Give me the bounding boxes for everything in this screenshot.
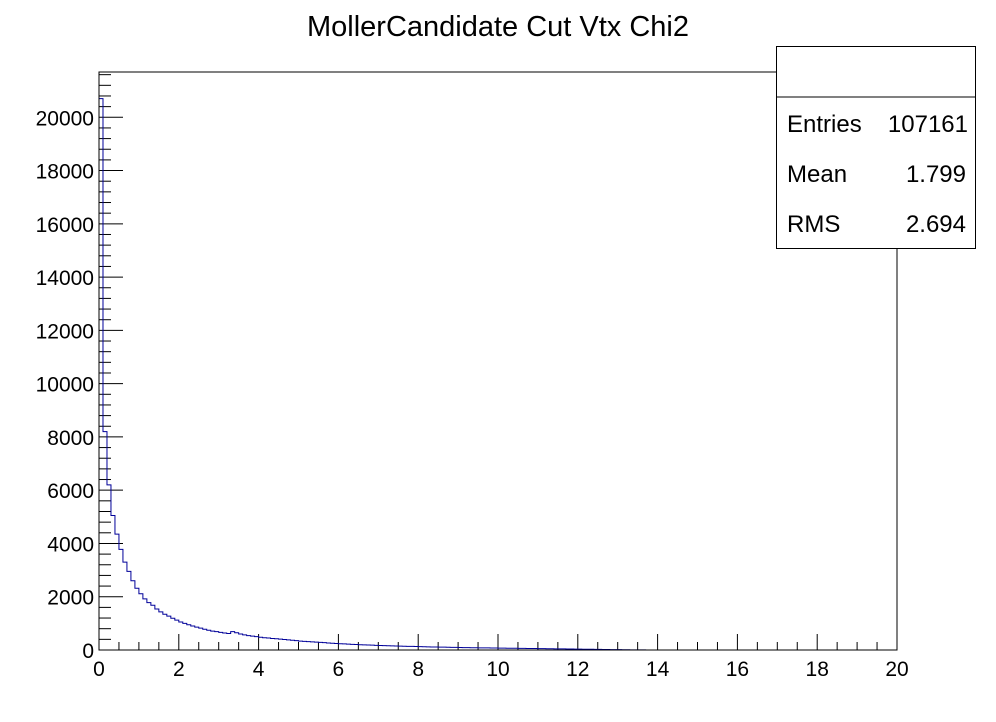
x-tick-label: 10 [486, 658, 509, 681]
x-tick-label: 16 [726, 658, 749, 681]
y-tick-label: 10000 [36, 374, 94, 397]
y-tick-label: 0 [82, 640, 94, 663]
x-tick-label: 4 [253, 658, 265, 681]
stats-mean-value: 1.799 [906, 161, 966, 188]
chart-title: MollerCandidate Cut Vtx Chi2 [307, 11, 689, 43]
stats-box-frame [776, 46, 976, 249]
y-axis-ticks: 0 2000 4000 6000 8000 10000 12000 14000 16000 180… [36, 74, 123, 663]
stats-entries-value: 107161 [888, 111, 968, 138]
y-tick-label: 4000 [47, 533, 94, 556]
stats-entries-label: Entries [787, 111, 862, 138]
y-tick-label: 16000 [36, 214, 94, 237]
x-tick-label: 8 [412, 658, 424, 681]
plot-frame [98, 71, 898, 651]
x-tick-label: 6 [333, 658, 345, 681]
stats-rms-label: RMS [787, 211, 840, 238]
stats-mean-label: Mean [787, 161, 847, 188]
x-tick-label: 18 [806, 658, 829, 681]
x-tick-label: 0 [93, 658, 105, 681]
y-tick-label: 8000 [47, 427, 94, 450]
y-tick-label: 6000 [47, 480, 94, 503]
stats-rms-value: 2.694 [906, 211, 966, 238]
y-tick-label: 20000 [36, 107, 94, 130]
y-tick-label: 14000 [36, 267, 94, 290]
y-tick-label: 18000 [36, 161, 94, 184]
x-tick-label: 20 [885, 658, 908, 681]
x-tick-label: 2 [173, 658, 185, 681]
x-axis-ticks: 0 2 4 6 8 10 12 14 16 18 20 [93, 634, 909, 681]
y-tick-label: 2000 [47, 587, 94, 610]
stats-box: Entries 107161 Mean 1.799 RMS 2.694 [776, 46, 976, 249]
x-tick-label: 14 [646, 658, 670, 681]
y-tick-label: 12000 [36, 320, 94, 343]
histogram-series [98, 98, 659, 651]
x-tick-label: 12 [566, 658, 589, 681]
